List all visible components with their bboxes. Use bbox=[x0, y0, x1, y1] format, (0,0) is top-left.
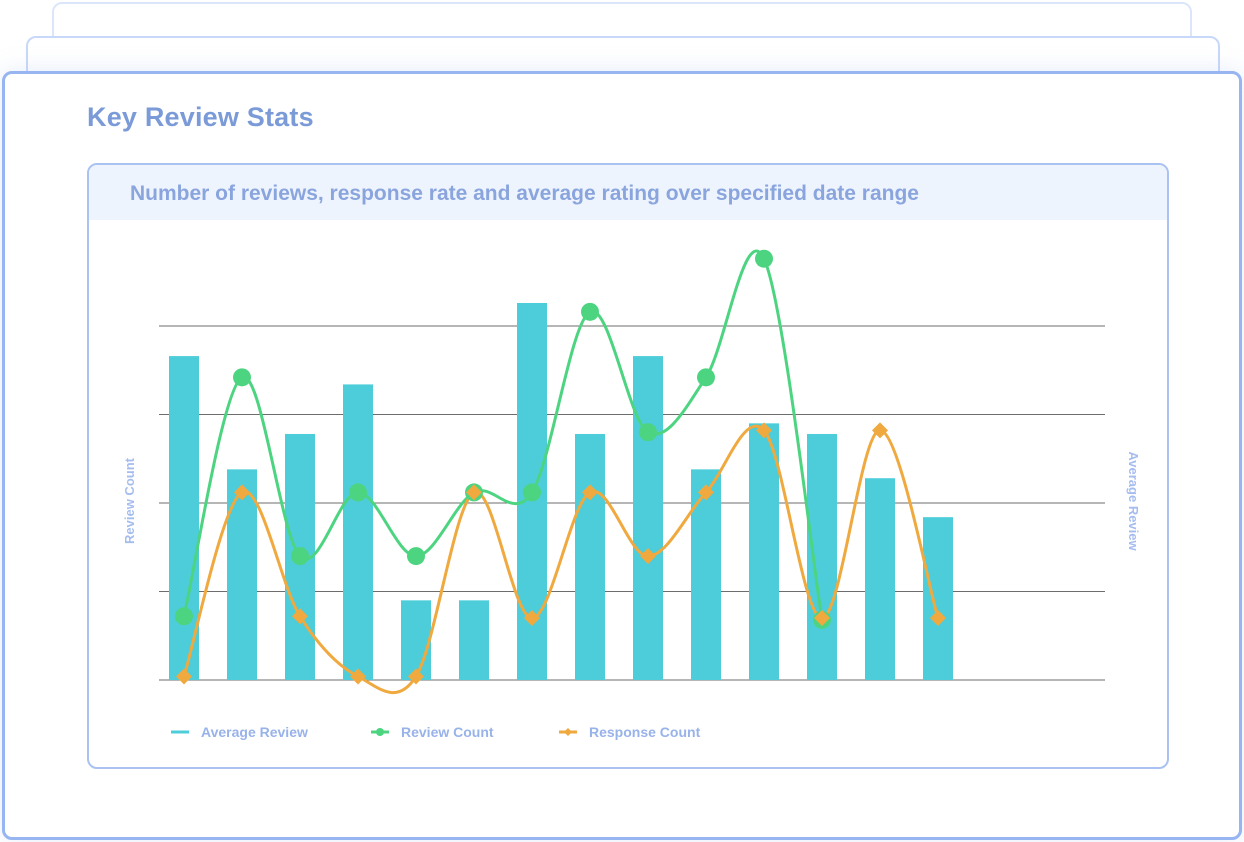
y-axis-label-right: Average Review bbox=[1126, 451, 1141, 551]
legend-label: Review Count bbox=[401, 724, 494, 740]
review-count-point bbox=[697, 368, 715, 387]
review-count-point bbox=[233, 368, 251, 387]
bar bbox=[749, 423, 779, 680]
page-title: Key Review Stats bbox=[87, 102, 314, 132]
review-stats-card: Key Review Stats Number of reviews, resp… bbox=[2, 71, 1242, 840]
response-count-point bbox=[756, 422, 772, 439]
legend-label: Average Review bbox=[201, 724, 308, 740]
response-count-point bbox=[524, 610, 540, 627]
bar bbox=[459, 600, 489, 680]
review-count-point bbox=[755, 249, 773, 268]
review-count-point bbox=[291, 547, 309, 566]
response-count-point bbox=[292, 608, 308, 625]
review-count-point bbox=[175, 607, 193, 626]
bar bbox=[575, 433, 605, 680]
chart-legend: Average Review Review Count Response Count bbox=[171, 724, 701, 740]
y-axis-label-left: Review Count bbox=[122, 457, 137, 544]
review-count-point bbox=[581, 302, 599, 321]
legend-label: Response Count bbox=[589, 724, 701, 740]
review-count-point bbox=[407, 547, 425, 566]
bar bbox=[807, 433, 837, 680]
bar bbox=[691, 469, 721, 680]
legend-marker bbox=[376, 728, 384, 736]
response-count-point bbox=[640, 548, 656, 565]
response-count-point bbox=[814, 610, 830, 627]
bar bbox=[865, 478, 895, 680]
bar bbox=[401, 600, 431, 680]
chart-panel: Number of reviews, response rate and ave… bbox=[87, 163, 1169, 769]
response-count-point bbox=[466, 484, 482, 501]
bar-series bbox=[169, 302, 953, 680]
response-count-point bbox=[408, 668, 424, 685]
review-count-point bbox=[523, 483, 541, 502]
combo-chart: Review Count Average Review Average Revi… bbox=[122, 249, 1141, 740]
legend-marker bbox=[564, 728, 572, 736]
bar bbox=[169, 356, 199, 680]
chart-title: Number of reviews, response rate and ave… bbox=[130, 182, 919, 205]
review-count-point bbox=[349, 483, 367, 502]
bar bbox=[343, 384, 373, 680]
bar bbox=[227, 469, 257, 680]
bar bbox=[923, 517, 953, 680]
response-count-point bbox=[176, 668, 192, 685]
bar bbox=[633, 356, 663, 680]
response-count-point bbox=[930, 610, 946, 627]
chart-panel-header: Number of reviews, response rate and ave… bbox=[89, 165, 1167, 220]
response-count-point bbox=[582, 484, 598, 501]
response-count-point bbox=[234, 484, 250, 501]
response-count-point bbox=[350, 668, 366, 685]
response-count-point bbox=[872, 422, 888, 439]
review-count-point bbox=[639, 423, 657, 442]
gridlines bbox=[159, 325, 1105, 681]
line-markers bbox=[175, 249, 946, 685]
response-count-point bbox=[698, 484, 714, 501]
